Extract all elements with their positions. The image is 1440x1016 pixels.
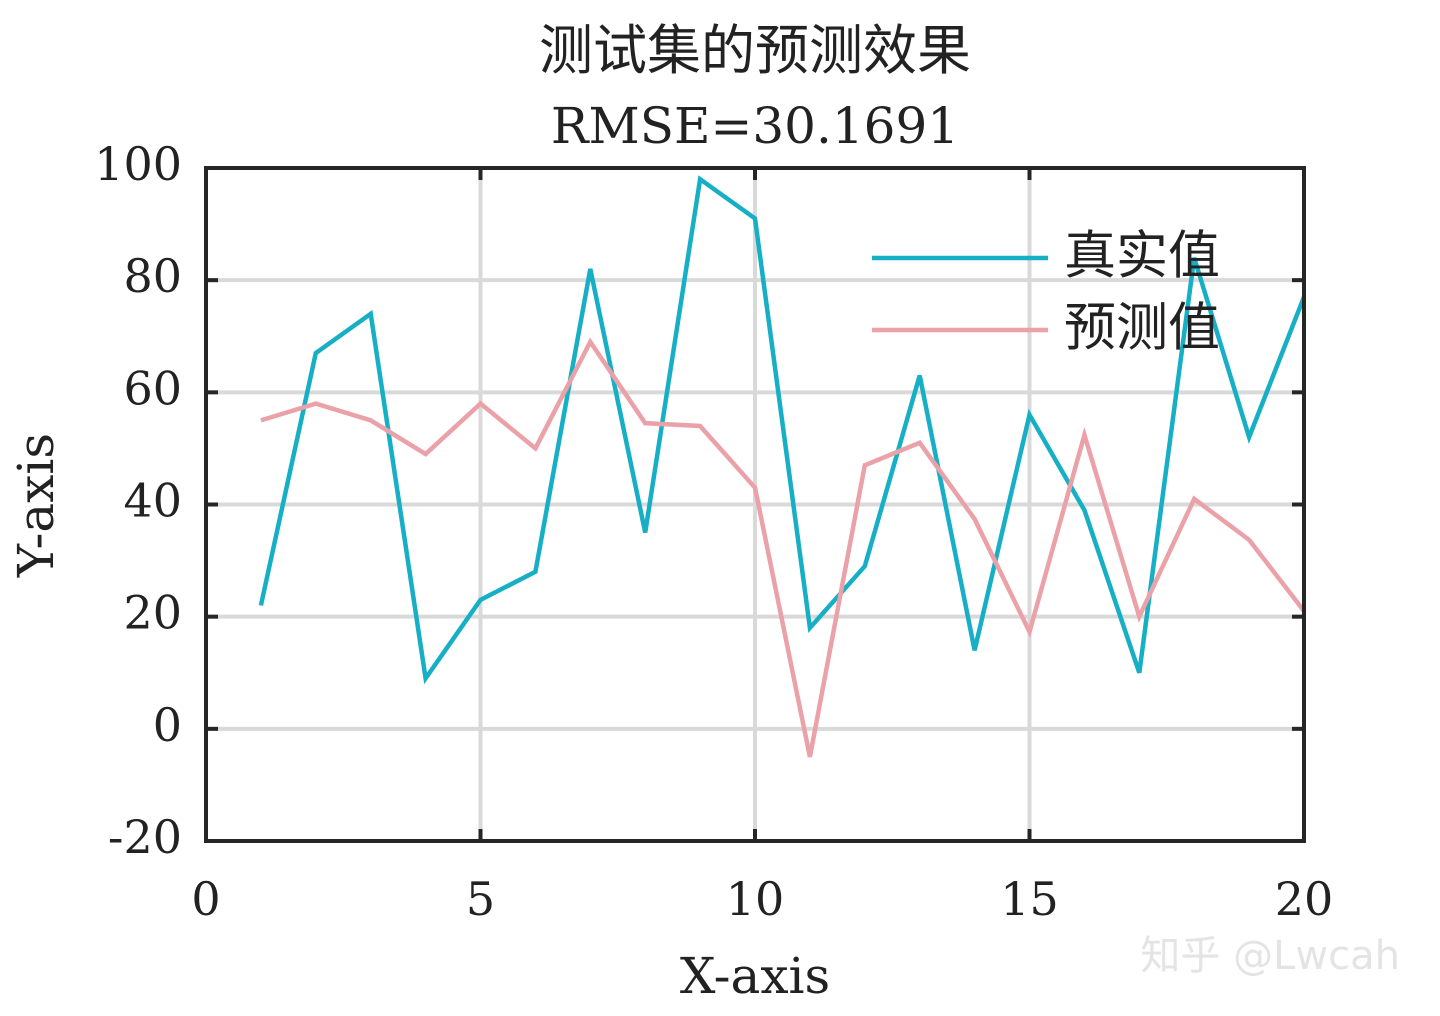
chart-subtitle: RMSE=30.1691 [551,97,959,155]
y-tick-label: -20 [108,810,182,864]
data-line [260,337,1306,758]
y-tick-label: 40 [123,474,182,528]
x-tick-label: 10 [726,872,785,926]
y-tick-label: 100 [94,137,182,191]
y-tick-label: 80 [123,249,182,303]
y-tick-label: 0 [153,698,182,752]
y-axis-label: Y-axis [7,433,65,578]
legend-label: 真实值 [1064,227,1220,287]
legend-label: 预测值 [1064,299,1220,359]
chart-title: 测试集的预测效果 [539,19,971,82]
x-tick-label: 20 [1275,872,1334,926]
x-axis-label: X-axis [680,947,830,1005]
data-line [258,175,1307,685]
x-tick-label: 0 [191,872,220,926]
plot-frame [204,166,1306,843]
x-tick-label: 15 [1000,872,1059,926]
watermark: 知乎 @Lwcah [1140,933,1400,979]
x-tick-label: 5 [466,872,495,926]
y-tick-label: 20 [123,586,182,640]
y-tick-label: 60 [123,361,182,415]
